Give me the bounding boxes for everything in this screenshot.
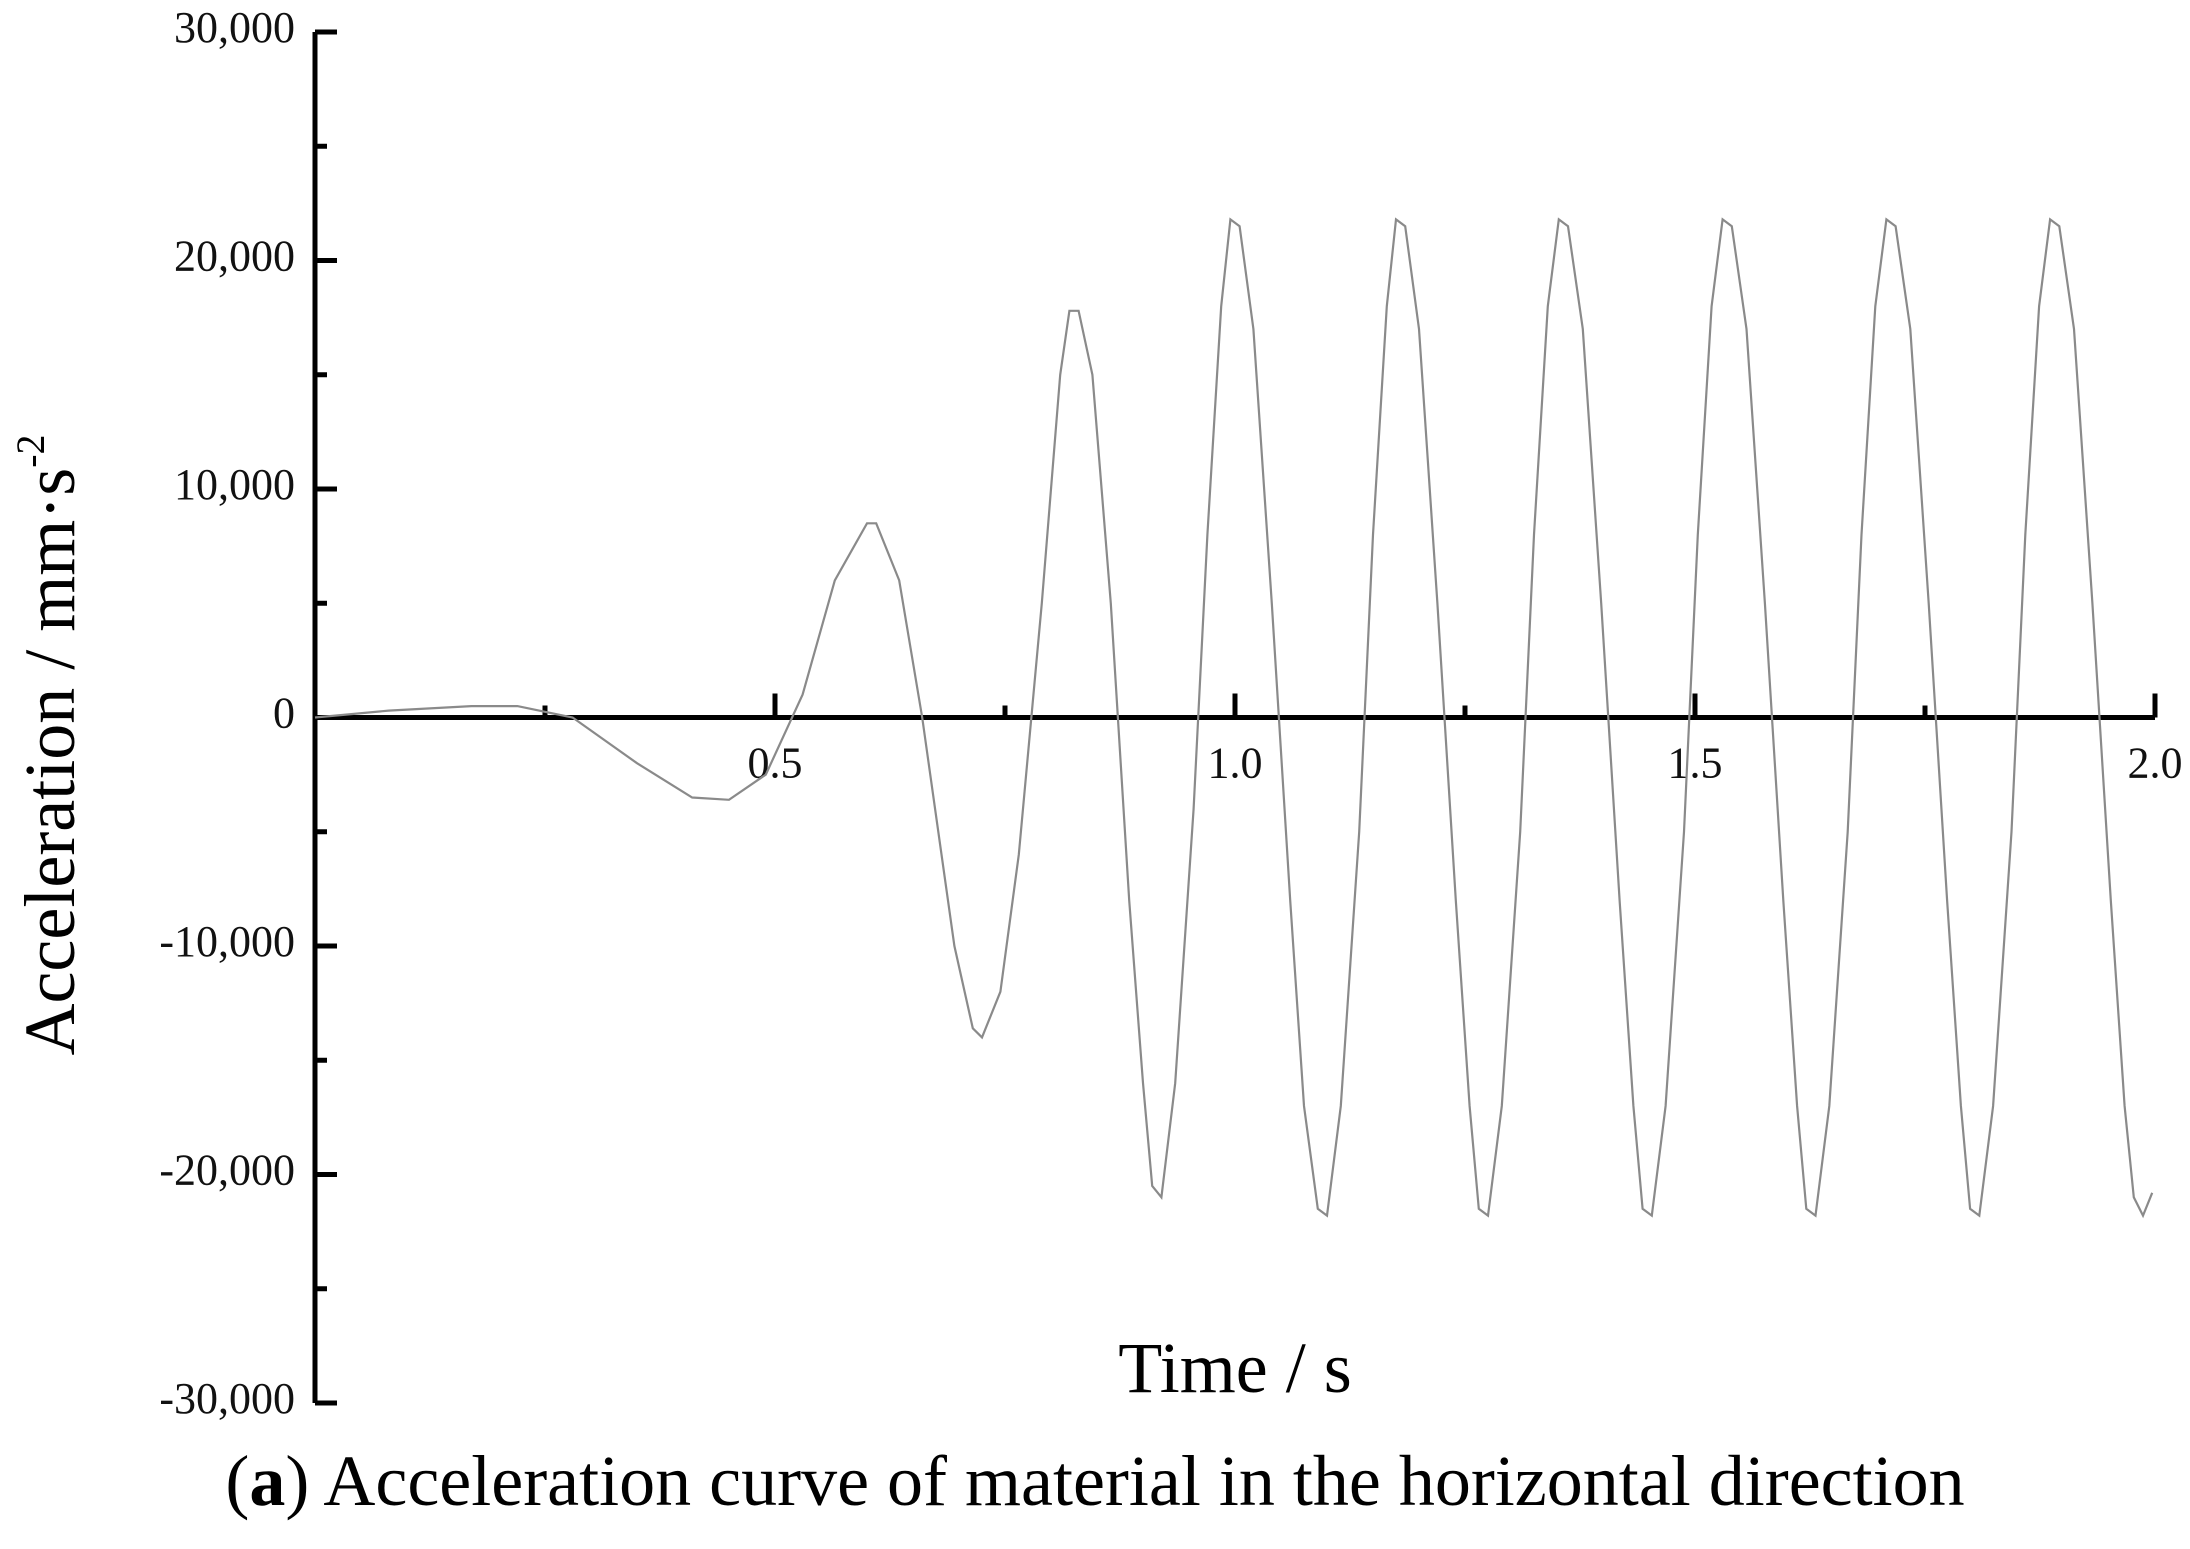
y-tick-label: 30,000 bbox=[174, 3, 295, 52]
y-axis-title-main: Acceleration / mm·s bbox=[10, 468, 90, 1056]
x-tick-label: 2.0 bbox=[2128, 739, 2183, 788]
y-tick-label: -20,000 bbox=[159, 1146, 295, 1195]
y-tick-label: -30,000 bbox=[159, 1374, 295, 1423]
figure-caption: (a) Acceleration curve of material in th… bbox=[225, 1441, 1965, 1521]
acceleration-series-line bbox=[314, 217, 2154, 1219]
y-tick-label: -10,000 bbox=[159, 917, 295, 966]
x-tick-label: 1.0 bbox=[1208, 739, 1263, 788]
caption-label: a bbox=[249, 1441, 286, 1521]
y-axis-title-exponent: -2 bbox=[8, 434, 53, 467]
y-tick-label: 20,000 bbox=[174, 232, 295, 281]
x-axis-tick-labels: 0.5 1.0 1.5 2.0 bbox=[748, 739, 2183, 788]
y-tick-label: 0 bbox=[273, 689, 295, 738]
x-axis-title: Time / s bbox=[1118, 1328, 1351, 1408]
x-tick-label: 0.5 bbox=[748, 739, 803, 788]
x-tick-label: 1.5 bbox=[1668, 739, 1723, 788]
y-axis-tick-labels: 30,000 20,000 10,000 0 -10,000 -20,000 -30,000 bbox=[159, 3, 295, 1423]
y-axis-title: Acceleration / mm·s-2 bbox=[8, 434, 90, 1055]
y-tick-label: 10,000 bbox=[174, 460, 295, 509]
caption-text: Acceleration curve of material in the ho… bbox=[323, 1441, 1965, 1521]
x-axis-ticks bbox=[542, 693, 2158, 718]
